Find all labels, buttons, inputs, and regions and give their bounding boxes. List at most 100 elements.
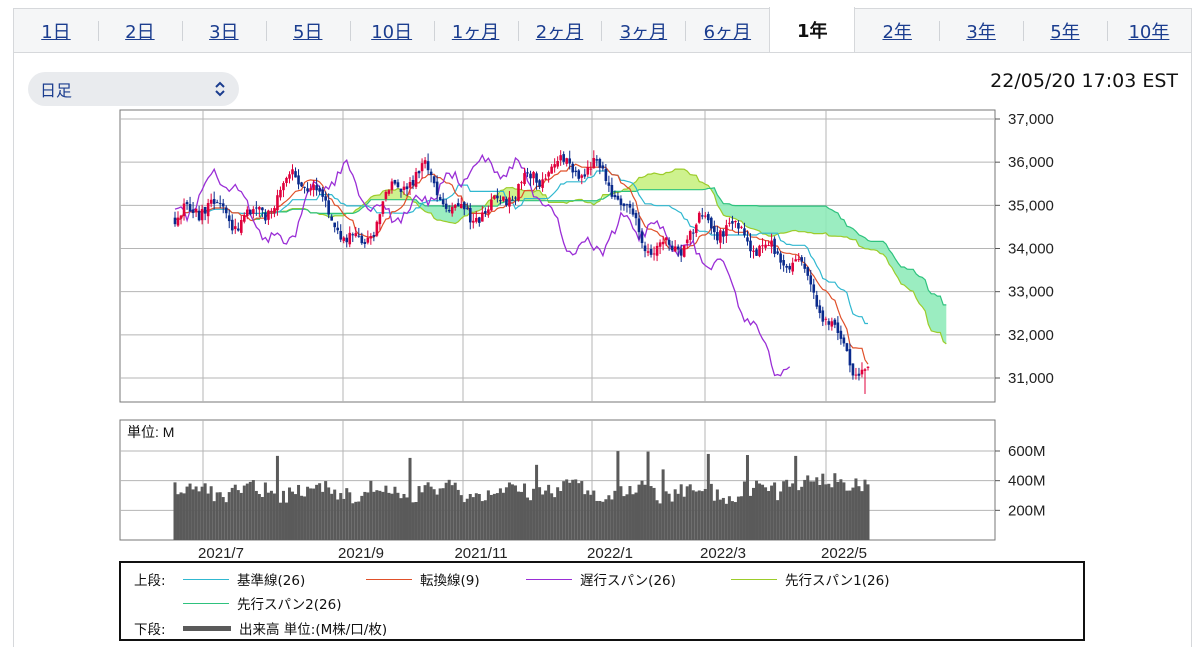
volume-bar — [712, 500, 716, 540]
period-select[interactable]: 日足 — [28, 72, 239, 106]
candle-up — [589, 168, 593, 170]
candle-down — [538, 180, 541, 187]
candle-up — [378, 214, 382, 225]
volume-bar — [661, 469, 665, 540]
volume-bar — [185, 486, 189, 540]
candle-down — [535, 173, 538, 183]
volume-bar — [803, 479, 807, 540]
candle-down — [218, 203, 222, 205]
candle-down — [529, 173, 532, 179]
candle-up — [532, 172, 535, 179]
candle-down — [188, 204, 192, 212]
candle-up — [592, 157, 596, 169]
candle-up — [658, 242, 662, 247]
volume-bar — [637, 484, 641, 540]
candle-down — [619, 198, 623, 205]
tab-9[interactable]: 1年 — [769, 7, 856, 53]
volume-bar — [321, 491, 325, 540]
volume-bar — [631, 494, 635, 540]
candle-down — [236, 228, 240, 231]
volume-bar — [272, 493, 276, 540]
tab-4[interactable]: 10日 — [349, 9, 434, 53]
tab-5[interactable]: 1ヶ月 — [433, 9, 518, 53]
volume-bar — [411, 502, 415, 540]
candle-down — [315, 185, 318, 191]
candle-up — [556, 161, 559, 167]
tab-11[interactable]: 3年 — [939, 9, 1023, 53]
tab-1[interactable]: 2日 — [97, 9, 182, 53]
candle-down — [848, 349, 852, 366]
volume-bar — [532, 488, 536, 540]
volume-bar — [203, 483, 207, 540]
candle-up — [673, 246, 677, 252]
volume-bar — [297, 484, 301, 540]
tab-6[interactable]: 2ヶ月 — [517, 9, 602, 53]
volume-bar — [303, 496, 307, 540]
tab-13[interactable]: 10年 — [1106, 9, 1191, 53]
volume-bar — [224, 502, 228, 540]
volume-bar — [432, 489, 436, 540]
senkou-span1-line — [253, 168, 947, 345]
candle-down — [749, 240, 752, 252]
candle-up — [209, 199, 213, 204]
candle-down — [462, 202, 466, 210]
volume-bar — [625, 494, 629, 540]
candle-up — [276, 195, 279, 211]
volume-bar — [339, 493, 343, 540]
volume-bar — [206, 493, 210, 540]
tab-2[interactable]: 3日 — [181, 9, 266, 53]
volume-bar — [736, 496, 740, 540]
volume-bar — [529, 500, 533, 540]
volume-bar — [715, 489, 719, 540]
volume-bar — [535, 464, 539, 540]
volume-bar — [718, 499, 722, 540]
candle-up — [688, 230, 692, 240]
volume-bar — [628, 486, 632, 540]
volume-bar — [691, 490, 695, 540]
tab-0[interactable]: 1日 — [41, 22, 71, 43]
volume-bar — [779, 491, 783, 540]
candle-up — [719, 230, 722, 243]
volume-bar — [233, 484, 237, 540]
candle-down — [788, 265, 791, 270]
volume-bar — [785, 479, 789, 540]
volume-bar — [333, 489, 337, 540]
candle-down — [571, 163, 575, 173]
candle-up — [797, 259, 800, 261]
candle-down — [836, 322, 840, 333]
candle-up — [544, 178, 547, 180]
volume-bar — [510, 484, 514, 540]
candle-up — [646, 251, 650, 253]
legend-swatch — [526, 578, 572, 580]
volume-bar — [209, 486, 213, 540]
candle-down — [411, 180, 415, 186]
ichimoku-cloud — [584, 199, 600, 205]
candle-down — [372, 235, 376, 237]
candle-up — [279, 189, 282, 198]
volume-bar — [414, 501, 418, 540]
tab-8[interactable]: 6ヶ月 — [685, 9, 769, 53]
volume-bar — [366, 492, 370, 540]
candle-up — [408, 182, 412, 188]
candle-up — [288, 174, 291, 179]
volume-bar — [336, 499, 340, 540]
tab-7[interactable]: 3ヶ月 — [601, 9, 685, 53]
volume-bar — [613, 490, 617, 540]
volume-bar — [363, 491, 367, 540]
candle-down — [776, 251, 779, 254]
legend-item-label: 遅行スパン(26) — [580, 573, 676, 589]
candle-up — [200, 209, 204, 221]
candle-down — [230, 219, 234, 231]
tab-3[interactable]: 5日 — [265, 9, 350, 53]
candle-down — [221, 203, 225, 207]
volume-bar — [640, 480, 644, 540]
candle-up — [312, 184, 315, 191]
volume-bar — [435, 494, 439, 540]
tab-12[interactable]: 5年 — [1023, 9, 1107, 53]
volume-bar — [523, 483, 527, 540]
volume-bar — [745, 455, 749, 540]
candle-down — [827, 321, 831, 325]
tab-10[interactable]: 2年 — [882, 22, 912, 43]
volume-bar — [700, 491, 704, 540]
